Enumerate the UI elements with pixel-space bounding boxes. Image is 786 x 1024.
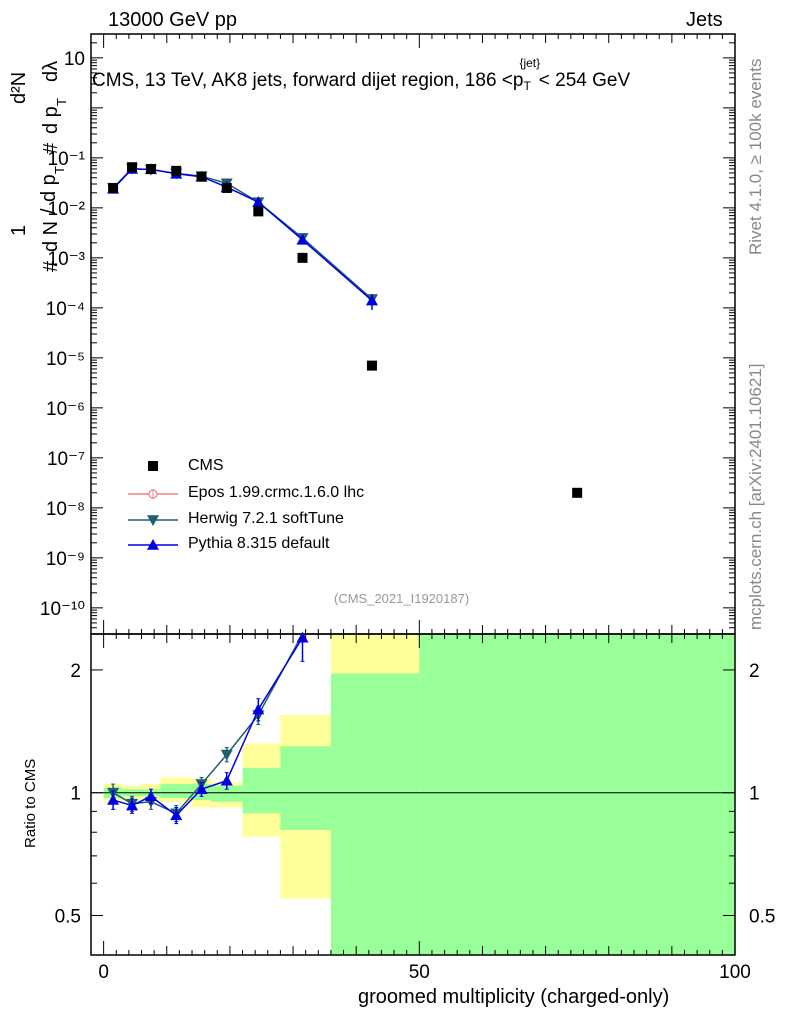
plot-title: CMS, 13 TeV, AK8 jets, forward dijet reg…	[92, 56, 631, 93]
pythia-series	[107, 162, 378, 310]
ylabel-dlam: dλ	[40, 60, 62, 82]
analysis-watermark: (CMS_2021_I1920187)	[334, 591, 470, 606]
cms-point	[572, 487, 583, 498]
legend-markers	[128, 461, 178, 550]
ratio-pythia-point	[195, 783, 208, 795]
ratio-panel-frame	[90, 633, 736, 956]
pythia-point	[252, 196, 265, 207]
ratio-y-tick-label-right: 1	[749, 784, 760, 805]
ratio-pythia-point	[107, 793, 120, 805]
cms-point	[108, 182, 119, 193]
main-y-tick-label: 10⁻²	[48, 199, 86, 220]
ratio-pythia-point	[296, 631, 309, 643]
x-tick-label: 100	[719, 962, 751, 983]
pythia-line	[112, 168, 373, 302]
main-y-tick-label: 10⁻⁴	[46, 299, 85, 320]
ylabel-hash2: #	[40, 142, 62, 154]
green-band-7	[280, 746, 331, 831]
ratio-pythia-point	[220, 774, 233, 786]
main-y-tick-label: 10	[64, 49, 85, 70]
ylabel-sub1: T	[52, 166, 67, 174]
main-y-ticks	[91, 33, 735, 635]
cms-point	[127, 162, 138, 173]
herwig-line	[112, 167, 373, 300]
cms-point	[196, 171, 207, 182]
green-band-5	[210, 785, 243, 802]
header-energy: 13000 GeV pp	[108, 9, 237, 31]
ratio-y-tick-label-right: 2	[749, 661, 760, 682]
ylabel-one: 1	[8, 224, 30, 236]
ratio-pythia-point	[144, 790, 157, 802]
ylabel-dp2: d p	[40, 106, 62, 134]
ratio-y-tick-label-right: 0.5	[749, 906, 775, 927]
ratio-y-axis-label: Ratio to CMS	[22, 758, 39, 848]
ylabel-dp1: d p	[38, 174, 60, 202]
green-band-3	[160, 784, 193, 799]
ratio-y-tick-label-left: 1	[70, 784, 81, 805]
title-sub: T	[523, 79, 531, 93]
ratio-herwig-point	[220, 749, 233, 761]
ylabel-dN: d N	[40, 220, 62, 252]
cms-point	[253, 206, 264, 217]
cms-point	[366, 360, 377, 371]
x-axis-label: groomed multiplicity (charged-only)	[358, 986, 670, 1008]
pythia-point	[365, 294, 378, 306]
ratio-pythia-point	[126, 799, 139, 811]
main-y-tick-label: 10⁻³	[48, 249, 86, 270]
main-y-tick-label: 10⁻¹	[48, 149, 86, 170]
x-ticks	[103, 34, 736, 955]
main-y-tick-label: 10⁻⁸	[46, 499, 85, 520]
green-band-9	[419, 634, 735, 955]
cms-series	[108, 162, 583, 498]
main-y-axis-label: # 1 d N / d p T # d²N d p T dλ	[8, 12, 90, 272]
ratio-y-tick-label-left: 0.5	[55, 906, 81, 927]
ratio-pythia-line	[112, 637, 304, 817]
ylabel-hash1: #	[40, 260, 62, 272]
ylabel-sub2: T	[54, 98, 69, 106]
cms-point	[297, 252, 308, 263]
legend-label-herwig: Herwig 7.2.1 softTune	[188, 510, 344, 527]
legend-marker-pythia	[147, 539, 159, 550]
ylabel-d2N: d²N	[8, 71, 30, 104]
cms-point	[145, 163, 156, 174]
legend-marker-herwig	[147, 515, 159, 526]
legend-marker-cms	[148, 461, 158, 471]
herwig-series	[107, 163, 378, 306]
title-tail: < 254 GeV	[538, 70, 631, 91]
ratio-pythia	[107, 631, 309, 825]
ylabel-slash: /	[38, 208, 60, 214]
title-main: CMS, 13 TeV, AK8 jets, forward dijet reg…	[92, 70, 524, 91]
ratio-y-tick-label-left: 2	[70, 661, 81, 682]
main-y-tick-label: 10⁻⁹	[46, 549, 85, 570]
rivet-version-label: Rivet 4.1.0, ≥ 100k events	[746, 58, 765, 255]
ratio-pythia-point	[252, 703, 265, 715]
green-band-8	[330, 673, 420, 955]
green-band-6	[242, 767, 281, 814]
main-y-tick-label: 10⁻⁶	[46, 399, 85, 420]
legend-label-cms: CMS	[188, 457, 224, 474]
cms-point	[221, 182, 232, 193]
x-tick-label: 50	[409, 962, 430, 983]
mcplots-label: mcplots.cern.ch [arXiv:2401.10621]	[746, 363, 765, 630]
title-sup: {jet}	[519, 56, 541, 70]
main-y-tick-label: 10⁻¹⁰	[40, 599, 85, 620]
ratio-bands	[103, 634, 735, 955]
x-tick-label: 0	[98, 962, 109, 983]
cms-point	[171, 165, 182, 176]
legend-label-epos: Epos 1.99.crmc.1.6.0 lhc	[188, 484, 365, 501]
header-category: Jets	[686, 9, 723, 31]
main-y-tick-label: 10⁻⁷	[47, 449, 85, 470]
legend-label-pythia: Pythia 8.315 default	[188, 535, 330, 552]
pythia-point	[296, 233, 309, 245]
ratio-pythia-point	[170, 809, 183, 821]
main-y-tick-label: 10⁻⁵	[46, 349, 85, 370]
